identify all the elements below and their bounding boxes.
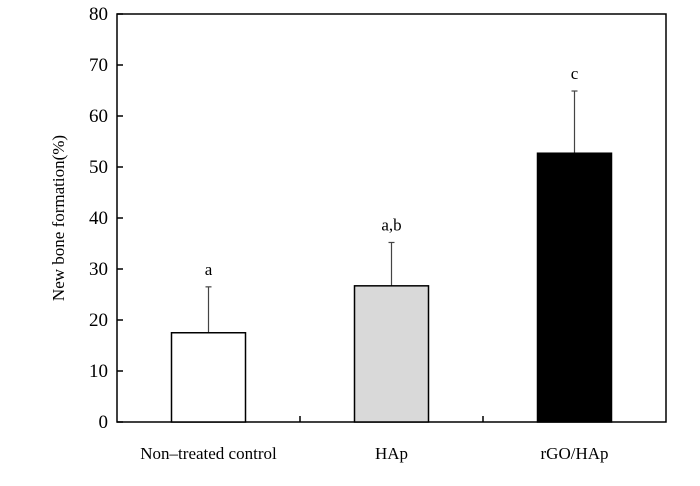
bar-1 xyxy=(170,332,247,423)
x-ticks xyxy=(299,416,484,422)
y-tick-label: 70 xyxy=(89,55,108,76)
y-tick-label: 60 xyxy=(89,106,108,127)
y-tick-label: 20 xyxy=(89,310,108,331)
y-tick-label: 40 xyxy=(89,208,108,229)
x-category-label: HAp xyxy=(375,444,408,463)
error-bars xyxy=(205,90,578,333)
y-ticks: 0 10 20 30 40 50 60 70 80 xyxy=(89,4,123,433)
y-tick-label: 0 xyxy=(99,412,109,433)
bar-2 xyxy=(353,285,430,423)
bars xyxy=(170,152,613,423)
bar-3 xyxy=(536,152,613,423)
y-tick-label: 30 xyxy=(89,259,108,280)
y-tick-label: 10 xyxy=(89,361,108,382)
significance-labels: a a,b c xyxy=(205,64,579,279)
significance-label: c xyxy=(571,64,579,83)
significance-label: a xyxy=(205,260,213,279)
y-axis-title: New bone formation(%) xyxy=(49,135,68,301)
y-tick-label: 80 xyxy=(89,4,108,25)
x-category-label: rGO/HAp xyxy=(541,444,609,463)
significance-label: a,b xyxy=(381,215,401,234)
category-labels: Non–treated control HAp rGO/HAp xyxy=(140,444,608,463)
y-tick-label: 50 xyxy=(89,157,108,178)
x-category-label: Non–treated control xyxy=(140,444,277,463)
